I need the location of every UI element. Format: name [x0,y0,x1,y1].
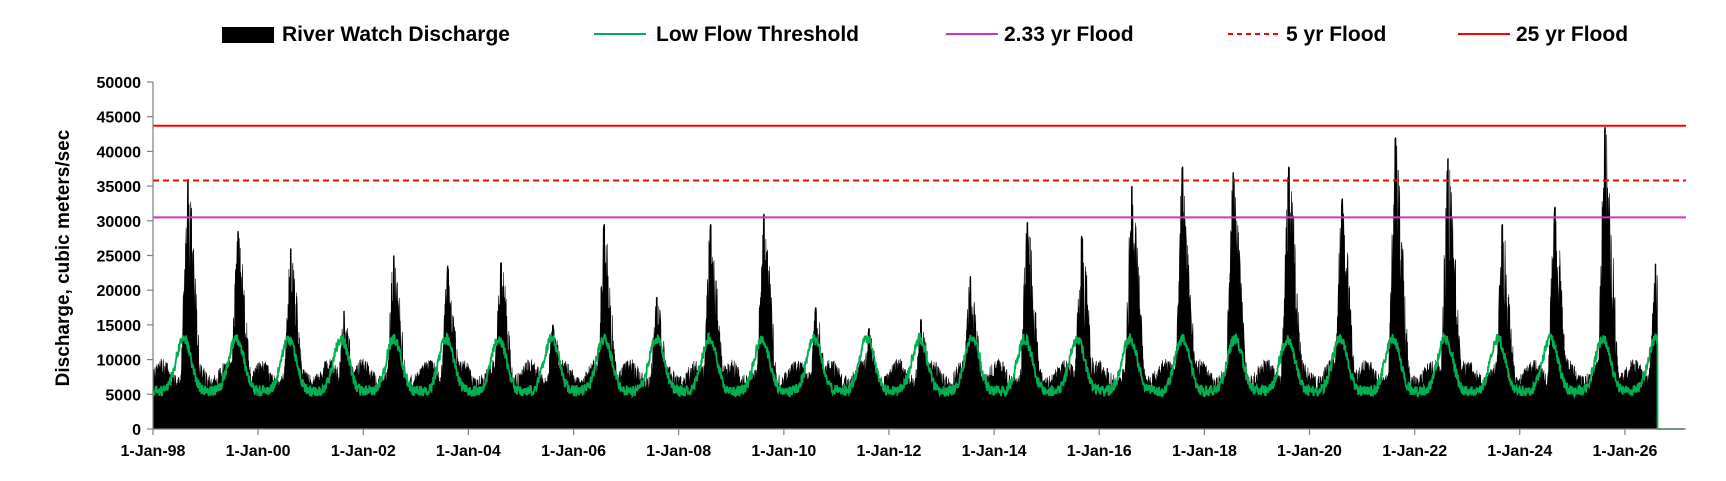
x-tick-label: 1-Jan-12 [856,443,921,460]
y-tick-label: 35000 [97,179,142,196]
x-tick-label: 1-Jan-20 [1277,443,1342,460]
x-tick-label: 1-Jan-14 [962,443,1027,460]
y-tick-label: 50000 [97,75,142,92]
x-tick-label: 1-Jan-08 [646,443,711,460]
y-tick-label: 30000 [97,214,142,231]
x-tick-label: 1-Jan-02 [331,443,396,460]
y-tick-label: 10000 [97,353,142,370]
series-low-flow-line [152,331,1684,430]
y-tick-label: 5000 [105,387,141,404]
x-tick-label: 1-Jan-18 [1172,443,1237,460]
x-tick-label: 1-Jan-10 [751,443,816,460]
x-tick-label: 1-Jan-98 [121,443,186,460]
y-axis-title: Discharge, cubic meters/sec [53,129,74,386]
x-tick-label: 1-Jan-06 [541,443,606,460]
y-axis: 0 5000 10000 15000 20000 25000 30000 35000 40000… [97,75,154,439]
y-tick-label: 0 [132,422,141,439]
y-tick-label: 45000 [97,110,142,127]
x-tick-label: 1-Jan-16 [1067,443,1132,460]
legend: River Watch Discharge Low Flow Threshold… [222,23,1628,46]
y-tick-label: 15000 [97,318,142,335]
x-tick-label: 1-Jan-04 [436,443,501,460]
y-tick-label: 40000 [97,144,142,161]
legend-label-flood-25: 25 yr Flood [1516,23,1628,46]
y-tick-label: 20000 [97,283,142,300]
x-tick-label: 1-Jan-22 [1382,443,1447,460]
legend-label-flood-5: 5 yr Flood [1286,23,1386,46]
legend-label-low-flow: Low Flow Threshold [656,23,859,46]
legend-label-flood-2-33: 2.33 yr Flood [1004,23,1134,46]
x-tick-label: 1-Jan-00 [226,443,291,460]
legend-swatch-discharge [222,27,274,43]
legend-item-flood-2-33: 2.33 yr Flood [946,23,1134,46]
x-axis: 1-Jan-98 1-Jan-00 1-Jan-02 1-Jan-04 1-Jan-06… [121,428,1686,460]
plot-area [152,124,1686,430]
legend-item-discharge: River Watch Discharge [222,23,510,46]
legend-item-flood-25: 25 yr Flood [1458,23,1628,46]
legend-label-discharge: River Watch Discharge [282,23,510,46]
legend-item-flood-5: 5 yr Flood [1228,23,1386,46]
y-tick-label: 25000 [97,249,142,266]
x-tick-label: 1-Jan-26 [1593,443,1658,460]
x-tick-label: 1-Jan-24 [1487,443,1552,460]
legend-item-low-flow: Low Flow Threshold [594,23,859,46]
